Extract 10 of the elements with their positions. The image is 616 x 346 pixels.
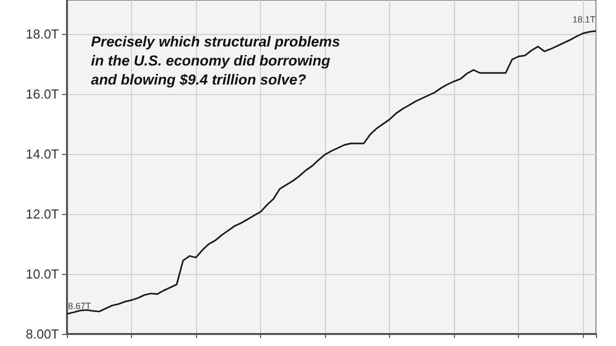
data-label: 18.1T	[572, 14, 596, 24]
y-tick-label: 16.0T	[26, 86, 60, 102]
data-label: 8.67T	[68, 300, 92, 311]
y-tick-label: 8.00T	[26, 326, 60, 342]
y-tick-label: 12.0T	[26, 206, 60, 222]
y-tick-label: 18.0T	[26, 26, 60, 42]
line-series	[66, 30, 597, 315]
y-tick-label: 10.0T	[26, 266, 60, 282]
y-tick-label: 14.0T	[26, 146, 60, 162]
text: Precisely which structural problems in the U.S. economy did borrowing and blowing $9.4 trillion solve?	[91, 34, 344, 88]
